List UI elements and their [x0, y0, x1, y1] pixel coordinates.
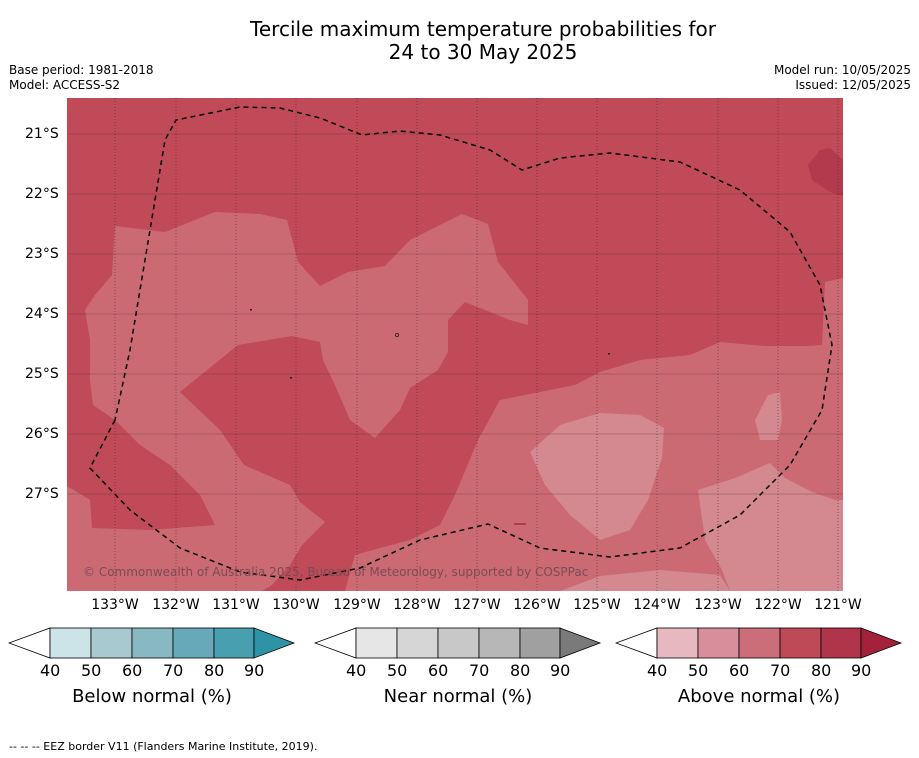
colorbar-segment [519, 627, 561, 659]
issued-date: Issued: 12/05/2025 [795, 78, 911, 92]
contour-50-60-south [698, 463, 843, 591]
colorbar-segment [437, 627, 480, 659]
contour-50-60-south2 [560, 570, 730, 591]
eez-legend-note: -- -- -- EEZ border V11 (Flanders Marine… [9, 740, 318, 753]
colorbar-segment [779, 627, 822, 659]
colorbar-segment [314, 627, 357, 659]
colorbar-tick: 70 [163, 661, 184, 680]
colorbar-title-below: Below normal (%) [72, 686, 232, 707]
lon-label: 127°W [453, 597, 501, 613]
colorbar-title-above: Above normal (%) [677, 686, 841, 707]
lat-label: 27°S [25, 486, 59, 502]
gridlines [67, 133, 843, 495]
map-contours [67, 98, 843, 591]
lat-label: 21°S [25, 126, 59, 142]
colorbar-tick: 70 [469, 661, 490, 680]
colorbar-tick: 80 [204, 661, 225, 680]
title-line-1: Tercile maximum temperature probabilitie… [250, 17, 716, 41]
colorbar-segment [820, 627, 862, 659]
colorbar-tick: 40 [647, 661, 668, 680]
colorbar-tick: 50 [688, 661, 709, 680]
colorbar-above-normal [615, 627, 903, 659]
island-markers [250, 309, 610, 525]
colorbar-segment [738, 627, 781, 659]
colorbar-segment [615, 627, 658, 659]
colorbar-tick: 50 [81, 661, 102, 680]
colorbar-segment [253, 627, 296, 659]
map-title: Tercile maximum temperature probabilitie… [0, 18, 919, 64]
lon-label: 132°W [152, 597, 200, 613]
lon-label: 123°W [694, 597, 742, 613]
lat-label: 25°S [25, 366, 59, 382]
lat-label: 22°S [25, 186, 59, 202]
colorbar-segment [697, 627, 740, 659]
colorbar-segment [49, 627, 92, 659]
colorbar-segment [172, 627, 215, 659]
colorbar-segment [131, 627, 174, 659]
lon-label: 129°W [333, 597, 381, 613]
lon-label: 126°W [513, 597, 561, 613]
colorbar-near-normal [314, 627, 602, 659]
colorbar-tick: 90 [851, 661, 872, 680]
colorbar-tick: 90 [550, 661, 571, 680]
left-metadata: Base period: 1981-2018 Model: ACCESS-S2 [9, 63, 154, 93]
colorbar-tick: 80 [811, 661, 832, 680]
colorbar-tick: 40 [346, 661, 367, 680]
model-run: Model run: 10/05/2025 [773, 63, 911, 77]
contour-60-70-main [67, 212, 528, 591]
colorbar-tick: 60 [729, 661, 750, 680]
meridians [114, 98, 839, 591]
lon-label: 133°W [91, 597, 139, 613]
lat-label: 26°S [25, 426, 59, 442]
colorbar-tick: 60 [428, 661, 449, 680]
colorbar-segment [860, 627, 903, 659]
copyright-notice: © Commonwealth of Australia 2025, Bureau… [83, 565, 589, 579]
colorbar-segment [8, 627, 51, 659]
lon-label: 122°W [754, 597, 802, 613]
contour-50-60-island [755, 392, 782, 440]
base-period: Base period: 1981-2018 [9, 63, 154, 77]
colorbar-below-normal [8, 627, 296, 659]
colorbar-title-near: Near normal (%) [383, 686, 533, 707]
colorbar-segment [213, 627, 255, 659]
colorbar-segment [396, 627, 439, 659]
contour-80-90 [808, 148, 843, 196]
colorbar-segment [355, 627, 398, 659]
colorbar-segment [559, 627, 602, 659]
colorbar-segment [656, 627, 699, 659]
lon-label: 128°W [393, 597, 441, 613]
model-name: Model: ACCESS-S2 [9, 78, 121, 92]
right-metadata: Model run: 10/05/2025 Issued: 12/05/2025 [774, 63, 911, 93]
lat-label: 23°S [25, 246, 59, 262]
colorbar-tick: 60 [122, 661, 143, 680]
colorbar-segment [90, 627, 133, 659]
lon-label: 124°W [633, 597, 681, 613]
colorbar-tick: 90 [244, 661, 265, 680]
colorbar-segment [478, 627, 521, 659]
lon-label: 130°W [272, 597, 320, 613]
lon-label: 125°W [573, 597, 621, 613]
title-line-2: 24 to 30 May 2025 [388, 40, 578, 64]
colorbar-tick: 50 [387, 661, 408, 680]
colorbar-tick: 80 [510, 661, 531, 680]
lon-label: 131°W [212, 597, 260, 613]
colorbar-tick: 70 [770, 661, 791, 680]
colorbar-tick: 40 [40, 661, 61, 680]
lat-label: 24°S [25, 306, 59, 322]
lon-label: 121°W [814, 597, 862, 613]
